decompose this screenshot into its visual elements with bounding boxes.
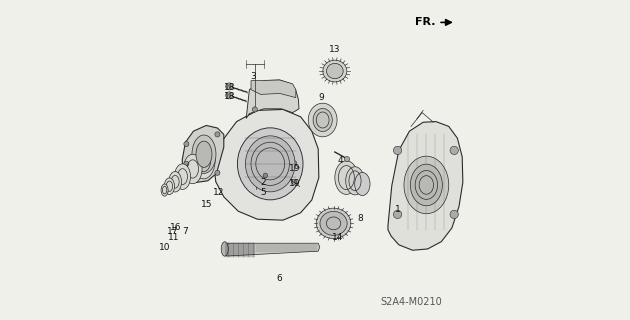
Ellipse shape [410, 164, 442, 206]
Circle shape [292, 161, 297, 166]
Text: S2A4-M0210: S2A4-M0210 [380, 297, 442, 308]
Polygon shape [182, 125, 224, 182]
Circle shape [345, 156, 350, 162]
Text: FR.: FR. [415, 17, 436, 28]
Circle shape [393, 210, 402, 219]
Ellipse shape [192, 141, 215, 179]
Ellipse shape [404, 156, 449, 214]
Ellipse shape [221, 242, 228, 256]
Ellipse shape [196, 141, 212, 167]
Ellipse shape [192, 135, 216, 173]
Text: 7: 7 [182, 228, 188, 236]
Text: 10: 10 [159, 244, 170, 252]
Text: 16: 16 [170, 223, 182, 232]
Text: 9: 9 [319, 93, 324, 102]
Text: 18: 18 [224, 83, 235, 92]
Circle shape [450, 146, 459, 155]
Ellipse shape [355, 172, 370, 196]
Ellipse shape [308, 103, 337, 137]
Polygon shape [214, 109, 319, 220]
Ellipse shape [320, 212, 347, 236]
Circle shape [215, 170, 220, 175]
Circle shape [393, 146, 402, 155]
Text: 6: 6 [277, 274, 282, 283]
Ellipse shape [323, 60, 347, 82]
Ellipse shape [335, 161, 358, 195]
Text: 12: 12 [213, 188, 224, 197]
Circle shape [226, 92, 232, 99]
Circle shape [226, 83, 232, 90]
Text: 1: 1 [396, 205, 401, 214]
Circle shape [263, 173, 268, 178]
Polygon shape [251, 80, 296, 98]
Text: 19: 19 [289, 164, 301, 172]
Circle shape [184, 161, 189, 166]
Ellipse shape [169, 172, 181, 192]
Circle shape [252, 107, 258, 112]
Ellipse shape [164, 178, 175, 195]
Circle shape [450, 210, 459, 219]
Polygon shape [246, 80, 299, 118]
Ellipse shape [238, 128, 303, 200]
Ellipse shape [246, 136, 295, 192]
Text: 11: 11 [168, 233, 180, 242]
Text: 13: 13 [329, 45, 341, 54]
Text: 19: 19 [289, 179, 301, 188]
Circle shape [292, 179, 297, 184]
Text: 3: 3 [251, 72, 256, 81]
Text: 15: 15 [201, 200, 212, 209]
Ellipse shape [183, 154, 202, 184]
Polygon shape [222, 243, 320, 256]
Text: 8: 8 [358, 214, 364, 223]
Polygon shape [388, 122, 463, 250]
Text: 14: 14 [332, 233, 343, 242]
Ellipse shape [313, 108, 332, 132]
Text: 5: 5 [260, 188, 266, 197]
Ellipse shape [346, 167, 364, 195]
Ellipse shape [175, 164, 190, 189]
Text: 17: 17 [167, 228, 179, 236]
Circle shape [184, 141, 189, 147]
Circle shape [215, 132, 220, 137]
Ellipse shape [161, 184, 168, 196]
Ellipse shape [316, 208, 351, 239]
Text: 4: 4 [338, 156, 343, 164]
Ellipse shape [326, 63, 343, 79]
Text: 18: 18 [224, 92, 235, 100]
Text: 2: 2 [260, 178, 266, 187]
